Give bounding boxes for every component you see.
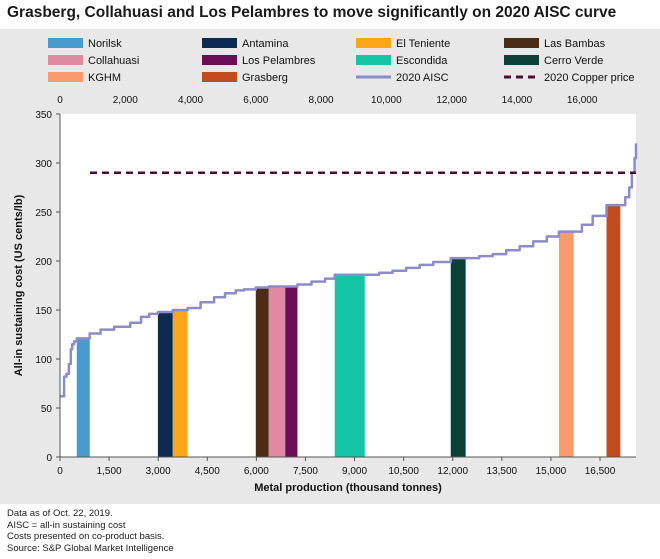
aisc-chart: Norilsk Antamina El Teniente Las Bambas Coll… xyxy=(13,38,638,494)
legend-label-norilsk: Norilsk xyxy=(88,38,122,50)
legend-symbol-antamina xyxy=(202,38,237,48)
bar-kghm xyxy=(558,231,574,457)
title-bar: Grasberg, Collahuasi and Los Pelambres t… xyxy=(0,0,660,28)
x-tick-label: 6,000 xyxy=(244,466,269,477)
legend-label-escondida: Escondida xyxy=(396,55,448,67)
x2-tick-label: 4,000 xyxy=(178,95,203,106)
x-tick-label: 4,500 xyxy=(195,466,220,477)
chart-title: Grasberg, Collahuasi and Los Pelambres t… xyxy=(7,4,617,21)
x-tick-label: 13,500 xyxy=(487,466,518,477)
x2-tick-label: 0 xyxy=(57,95,63,106)
y-tick-label: 50 xyxy=(41,404,53,415)
x2-tick-label: 12,000 xyxy=(436,95,467,106)
legend-label-collahuasi: Collahuasi xyxy=(88,55,139,67)
y-axis-title: All-in sustaining cost (US cents/lb) xyxy=(13,194,25,376)
x2-tick-label: 8,000 xyxy=(309,95,334,106)
legend-symbol-grasberg xyxy=(202,72,237,82)
bar-el-teniente xyxy=(172,310,188,457)
legend-symbol-kghm xyxy=(48,72,83,82)
x-tick-label: 10,500 xyxy=(388,466,419,477)
x-tick-label: 16,500 xyxy=(585,466,616,477)
bar-antamina xyxy=(157,311,173,457)
y-tick-label: 250 xyxy=(35,208,52,219)
y-tick-label: 150 xyxy=(35,306,52,317)
legend-symbol-cerro-verde xyxy=(504,55,539,65)
x-axis-title: Metal production (thousand tonnes) xyxy=(254,482,442,494)
x-tick-label: 3,000 xyxy=(146,466,171,477)
legend-label-antamina: Antamina xyxy=(242,38,289,50)
y-tick-label: 350 xyxy=(35,110,52,121)
bar-grasberg xyxy=(606,205,621,457)
footnote-source: Source: S&P Global Market Intelligence xyxy=(7,542,174,554)
legend-label-el-teniente: El Teniente xyxy=(396,38,450,50)
x-tick-label: 12,000 xyxy=(437,466,468,477)
bar-norilsk xyxy=(76,338,90,457)
x-tick-label: 9,000 xyxy=(342,466,367,477)
legend-symbol-los-pelambres xyxy=(202,55,237,65)
x2-tick-label: 6,000 xyxy=(243,95,268,106)
legend-label-las-bambas: Las Bambas xyxy=(544,38,606,50)
x2-tick-label: 14,000 xyxy=(502,95,533,106)
x-tick-label: 15,000 xyxy=(536,466,567,477)
x-tick-label: 7,500 xyxy=(293,466,318,477)
legend-label-2020-aisc: 2020 AISC xyxy=(396,72,449,84)
y-tick-label: 300 xyxy=(35,159,52,170)
x2-tick-label: 16,000 xyxy=(567,95,598,106)
y-tick-label: 0 xyxy=(46,453,52,464)
legend-symbol-collahuasi xyxy=(48,55,83,65)
footnote-aisc-definition: AISC = all-in sustaining cost xyxy=(7,519,126,531)
footnote-date: Data as of Oct. 22, 2019. xyxy=(7,508,113,519)
y-tick-label: 200 xyxy=(35,257,52,268)
legend-symbol-escondida xyxy=(356,55,391,65)
legend-label-cerro-verde: Cerro Verde xyxy=(544,55,603,67)
x-tick-label: 1,500 xyxy=(97,466,122,477)
x2-tick-label: 2,000 xyxy=(113,95,138,106)
bar-los-pelambres xyxy=(285,286,298,457)
footnotes: Data as of Oct. 22, 2019. AISC = all-in … xyxy=(7,508,174,554)
footnote-cost-basis: Costs presented on co-product basis. xyxy=(7,531,165,542)
legend-label-grasberg: Grasberg xyxy=(242,72,288,84)
legend-symbol-las-bambas xyxy=(504,38,539,48)
legend-label-2020-copper-price: 2020 Copper price xyxy=(544,72,635,84)
bar-cerro-verde xyxy=(450,258,466,457)
x-tick-label: 0 xyxy=(57,466,63,477)
legend-symbol-el-teniente xyxy=(356,38,391,48)
bar-collahuasi xyxy=(268,286,286,457)
legend-symbol-norilsk xyxy=(48,38,83,48)
y-tick-label: 100 xyxy=(35,355,52,366)
legend-label-los-pelambres: Los Pelambres xyxy=(242,55,316,67)
legend-label-kghm: KGHM xyxy=(88,72,121,84)
aisc-curve-line xyxy=(60,143,638,398)
bar-las-bambas xyxy=(255,287,269,457)
bar-escondida xyxy=(334,274,365,457)
x2-tick-label: 10,000 xyxy=(371,95,402,106)
